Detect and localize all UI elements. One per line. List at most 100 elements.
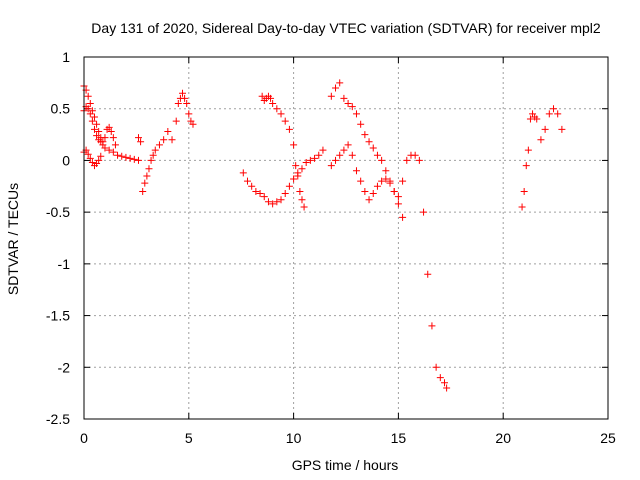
data-point [300,203,308,211]
data-point [340,94,348,102]
data-point [281,190,289,198]
data-point [134,134,142,142]
grid-lines [83,56,609,420]
chart-title: Day 131 of 2020, Sidereal Day-to-day VTE… [91,20,601,36]
data-point [88,117,96,125]
series-arc-1a [80,82,119,149]
data-point [348,151,356,159]
data-point [149,151,157,159]
data-point [394,200,402,208]
data-point [143,172,151,180]
data-point [256,190,264,198]
data-point [84,105,92,113]
data-point [369,190,377,198]
data-point [134,156,142,164]
x-axis-label: GPS time / hours [292,457,399,473]
data-point [399,213,407,221]
data-point [428,322,436,330]
data-point [252,187,260,195]
y-tick-label: -2 [58,359,71,375]
data-point [382,175,390,183]
data-point [361,131,369,139]
data-point [168,136,176,144]
data-point [105,123,113,131]
data-point [151,146,159,154]
y-tick-label: 0 [62,152,70,168]
data-point [114,151,122,159]
data-point [361,187,369,195]
data-point [294,172,302,180]
data-point [390,187,398,195]
y-tick-label: -0.5 [46,204,70,220]
data-point [90,113,98,121]
data-point [126,154,134,162]
data-point [545,110,553,118]
series-arc-3 [239,146,327,208]
data-point [130,155,138,163]
data-point [160,136,168,144]
data-point [332,156,340,164]
data-point [336,151,344,159]
data-point [415,156,423,164]
data-point [319,146,327,154]
data-point [97,152,105,160]
data-point [273,105,281,113]
x-tick-label: 0 [80,430,88,446]
data-point [269,200,277,208]
data-point [298,196,306,204]
data-point [394,193,402,201]
data-point [285,125,293,133]
data-point [369,144,377,152]
data-point [86,154,94,162]
data-point [541,125,549,133]
x-tick-label: 5 [185,430,193,446]
data-point [348,103,356,111]
data-point [243,177,251,185]
series-arc-7 [518,105,566,211]
data-point [101,144,109,152]
data-point [273,198,281,206]
data-point [258,92,266,100]
data-point [109,134,117,142]
data-point [147,156,155,164]
data-point [352,110,360,118]
data-point [141,179,149,187]
series-arc-4 [258,92,308,211]
axis-ticks: 0 5 10 15 20 25 1 0.5 0 -0.5 -1 -1.5 -2 -2.5 [46,49,616,446]
data-point [122,153,130,161]
data-point [86,100,94,108]
data-point [537,136,545,144]
data-point [174,100,182,108]
data-point [332,84,340,92]
data-point [95,156,103,164]
data-point [357,120,365,128]
data-point [302,158,310,166]
data-point [432,363,440,371]
x-tick-label: 15 [391,430,407,446]
y-axis-label: SDTVAR / TECUs [5,183,21,295]
data-point [327,92,335,100]
data-point [269,100,277,108]
data-point [550,105,558,113]
data-point [306,156,314,164]
data-point [554,110,562,118]
data-point [436,374,444,382]
data-point [95,127,103,135]
data-point [399,177,407,185]
data-point [277,110,285,118]
y-tick-label: -1 [58,256,71,272]
data-point [93,120,101,128]
data-point [520,187,528,195]
data-point [441,379,449,387]
data-point [181,94,189,102]
data-point [365,196,373,204]
data-point [90,125,98,133]
data-point [336,79,344,87]
data-point [145,165,153,173]
data-point [139,187,147,195]
data-point [107,127,115,135]
data-point [524,146,532,154]
data-point [340,146,348,154]
series-arc-2 [134,89,197,195]
data-point [267,94,275,102]
